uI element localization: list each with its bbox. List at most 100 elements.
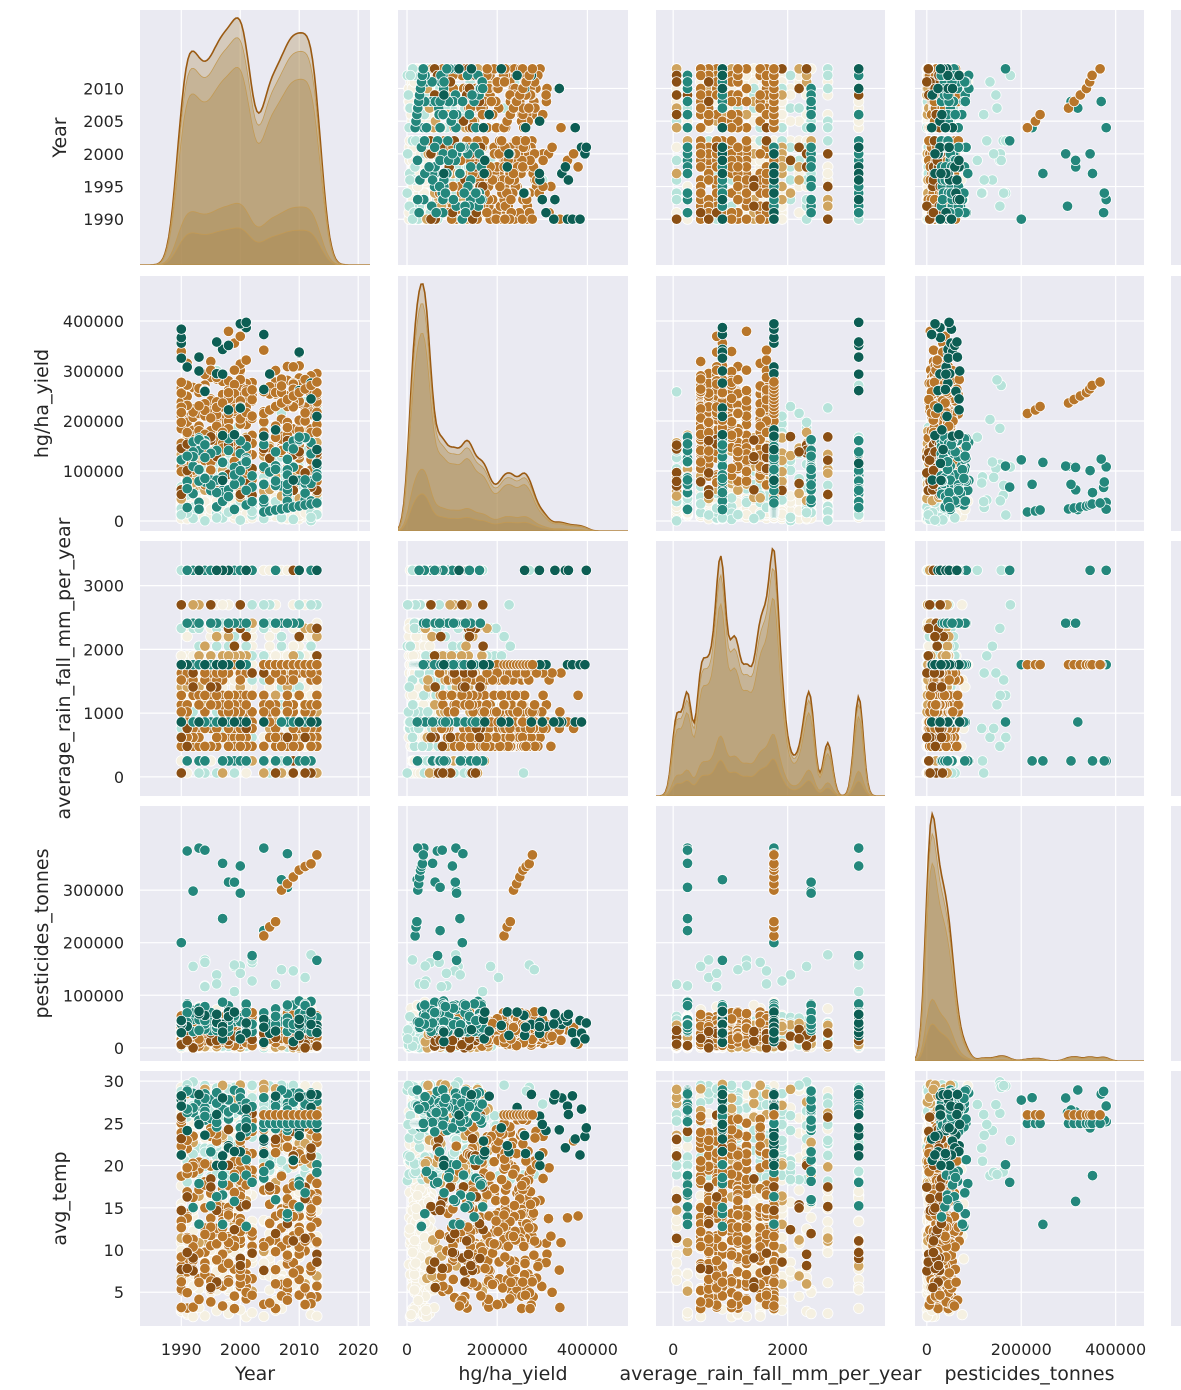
scatter-point: [454, 141, 467, 153]
scatter-point: [417, 63, 429, 75]
scatter-point: [1094, 63, 1106, 75]
scatter-point: [1086, 69, 1098, 81]
scatter-point: [175, 509, 187, 521]
scatter-point: [181, 426, 193, 439]
scatter-point: [222, 490, 235, 503]
scatter-point: [438, 76, 450, 88]
scatter-point: [402, 148, 414, 160]
scatter-point: [716, 167, 728, 180]
scatter-point: [768, 187, 780, 199]
scatter-point: [258, 478, 270, 490]
scatter-point: [526, 213, 538, 225]
kde-curve: [140, 37, 370, 265]
scatter-point: [740, 135, 753, 147]
scatter-point: [270, 424, 282, 436]
scatter-point: [949, 109, 961, 121]
scatter-point: [760, 135, 773, 147]
scatter-point: [569, 122, 581, 134]
scatter-point: [995, 154, 1007, 166]
scatter-point: [479, 154, 491, 166]
scatter-point: [470, 187, 482, 199]
scatter-point: [716, 102, 728, 114]
scatter-point: [258, 328, 270, 341]
scatter-point: [853, 194, 865, 206]
scatter-point: [754, 148, 766, 160]
scatter-point: [784, 115, 797, 127]
scatter-point: [768, 63, 780, 75]
scatter-point: [681, 187, 694, 199]
scatter-point: [459, 207, 472, 219]
scatter-point: [748, 512, 760, 525]
scatter-point: [193, 351, 205, 363]
scatter-point: [959, 95, 971, 108]
panel-year-vs-rain: [656, 10, 885, 265]
scatter-point: [936, 109, 948, 121]
scatter-point: [1060, 148, 1072, 160]
scatter-point: [793, 141, 805, 153]
scatter-point: [695, 122, 707, 134]
scatter-point: [181, 483, 193, 495]
scatter-point: [726, 213, 738, 225]
scatter-point: [246, 410, 258, 422]
scatter-point: [681, 109, 694, 121]
scatter-point: [726, 109, 738, 121]
scatter-point: [784, 511, 797, 523]
scatter-point: [945, 213, 957, 225]
kde-curve: [398, 493, 628, 531]
scatter-point: [412, 194, 424, 206]
scatter-point: [732, 194, 744, 206]
scatter-point: [520, 122, 532, 134]
scatter-point: [1070, 154, 1082, 166]
scatter-point: [768, 148, 780, 160]
scatter-point: [962, 167, 974, 180]
scatter-point: [205, 412, 217, 424]
scatter-point: [853, 109, 865, 121]
scatter-point: [671, 167, 683, 180]
scatter-point: [299, 407, 311, 419]
scatter-point: [853, 174, 865, 186]
scatter-point: [991, 102, 1003, 114]
scatter-point: [793, 207, 805, 219]
scatter-point: [822, 135, 834, 147]
scatter-point: [240, 484, 252, 496]
scatter-point: [740, 95, 753, 108]
scatter-point: [175, 387, 187, 399]
scatter-point: [805, 122, 817, 134]
scatter-point: [222, 404, 235, 416]
scatter-point: [402, 89, 414, 101]
scatter-point: [217, 474, 229, 486]
scatter-point: [175, 376, 187, 388]
scatter-point: [439, 187, 451, 199]
scatter-point: [270, 463, 282, 475]
scatter-point: [740, 213, 753, 225]
scatter-point: [716, 122, 728, 134]
scatter-point: [953, 141, 965, 153]
panels: [140, 10, 1144, 1326]
scatter-point: [199, 515, 211, 527]
scatter-point: [199, 439, 211, 451]
scatter-point: [671, 76, 683, 88]
scatter-point: [574, 213, 586, 225]
scatter-point: [483, 109, 495, 121]
scatter-point: [511, 69, 523, 81]
scatter-point: [234, 330, 246, 342]
scatter-point: [264, 368, 276, 380]
scatter-point: [853, 207, 865, 219]
scatter-point: [217, 368, 229, 380]
scatter-point: [181, 502, 193, 514]
scatter-point: [465, 161, 477, 173]
scatter-point: [517, 161, 529, 173]
panel-yield-vs-rain: [656, 276, 885, 531]
scatter-point: [228, 429, 240, 441]
scatter-point: [477, 82, 489, 95]
scatter-point: [978, 109, 990, 121]
scatter-point: [716, 69, 728, 81]
scatter-point: [555, 122, 567, 134]
scatter-point: [463, 109, 475, 121]
scatter-point: [553, 82, 565, 95]
scatter-point: [984, 76, 996, 88]
scatter-point: [703, 95, 715, 108]
scatter-point: [287, 443, 299, 455]
panel-year-vs-pest: [915, 10, 1144, 265]
scatter-point: [695, 207, 707, 219]
